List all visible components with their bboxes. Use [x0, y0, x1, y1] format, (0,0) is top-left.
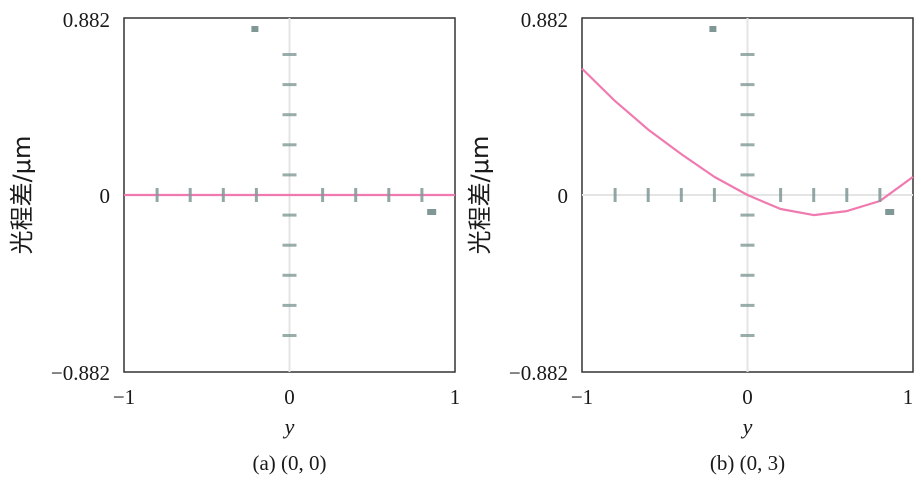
ray-mark-horizontal — [420, 188, 424, 202]
y-axis-label: 光程差/μm — [466, 136, 494, 255]
ray-mark-vertical — [740, 113, 755, 117]
ray-mark-horizontal — [613, 188, 617, 202]
axis-end-marker-right — [885, 209, 895, 215]
ray-mark-horizontal — [155, 188, 159, 202]
ray-mark-vertical — [740, 143, 755, 147]
ray-mark-vertical — [282, 303, 297, 307]
ray-marks — [613, 26, 895, 337]
ray-mark-vertical — [740, 303, 755, 307]
ray-mark-horizontal — [646, 188, 650, 202]
ray-mark-horizontal — [845, 188, 849, 202]
panel-caption: (b) (0, 3) — [710, 451, 785, 475]
ray-mark-vertical — [282, 113, 297, 117]
axis-end-marker-top — [709, 26, 717, 32]
ray-mark-horizontal — [221, 188, 225, 202]
ray-mark-vertical — [740, 53, 755, 56]
ray-mark-vertical — [740, 83, 755, 87]
axis-end-marker-top — [251, 26, 259, 32]
y-tick-label-middle: 0 — [558, 184, 569, 208]
x-tick-label-right: 1 — [450, 385, 461, 409]
axis-end-marker-right — [427, 209, 437, 215]
y-axis-label: 光程差/μm — [8, 136, 36, 255]
ray-mark-horizontal — [679, 188, 683, 202]
ray-mark-vertical — [282, 334, 297, 337]
panel-caption: (a) (0, 0) — [252, 451, 326, 475]
x-axis-label: y — [741, 414, 753, 439]
ray-mark-vertical — [740, 173, 755, 177]
ray-mark-horizontal — [812, 188, 816, 202]
ray-mark-vertical — [282, 243, 297, 247]
ray-mark-vertical — [740, 213, 755, 217]
ray-mark-vertical — [740, 273, 755, 277]
y-tick-label-bottom: −0.882 — [509, 361, 568, 385]
x-tick-label-left: −1 — [571, 385, 593, 409]
ray-mark-horizontal — [712, 188, 716, 202]
x-tick-label-middle: 0 — [742, 385, 753, 409]
ray-mark-horizontal — [254, 188, 258, 202]
x-axis-label: y — [283, 414, 295, 439]
ray-mark-horizontal — [387, 188, 391, 202]
x-tick-label-left: −1 — [113, 385, 135, 409]
ray-mark-horizontal — [779, 188, 783, 202]
ray-mark-vertical — [282, 173, 297, 177]
ray-mark-horizontal — [321, 188, 325, 202]
ray-mark-vertical — [740, 243, 755, 247]
y-tick-label-top: 0.882 — [63, 8, 110, 32]
x-tick-label-right: 1 — [903, 385, 914, 409]
ray-mark-horizontal — [878, 188, 882, 202]
ray-mark-vertical — [282, 53, 297, 56]
panel-a: 0.882 0 −0.882 −1 0 1 y 光程差/μm (a) (0, 0… — [8, 8, 460, 475]
x-tick-label-middle: 0 — [284, 385, 295, 409]
curve-layer — [581, 67, 914, 217]
ray-mark-vertical — [282, 213, 297, 217]
ray-mark-vertical — [282, 273, 297, 277]
ray-mark-vertical — [282, 143, 297, 147]
panel-b: 0.882 0 −0.882 −1 0 1 y 光程差/μm (b) (0, 3… — [466, 8, 914, 475]
y-tick-label-top: 0.882 — [521, 8, 568, 32]
ray-mark-vertical — [282, 83, 297, 87]
ray-mark-horizontal — [354, 188, 358, 202]
series-line — [581, 67, 914, 217]
ray-mark-vertical — [740, 334, 755, 337]
ray-marks — [155, 26, 437, 337]
y-tick-label-bottom: −0.882 — [51, 361, 110, 385]
ray-mark-horizontal — [188, 188, 192, 202]
y-tick-label-middle: 0 — [100, 184, 111, 208]
